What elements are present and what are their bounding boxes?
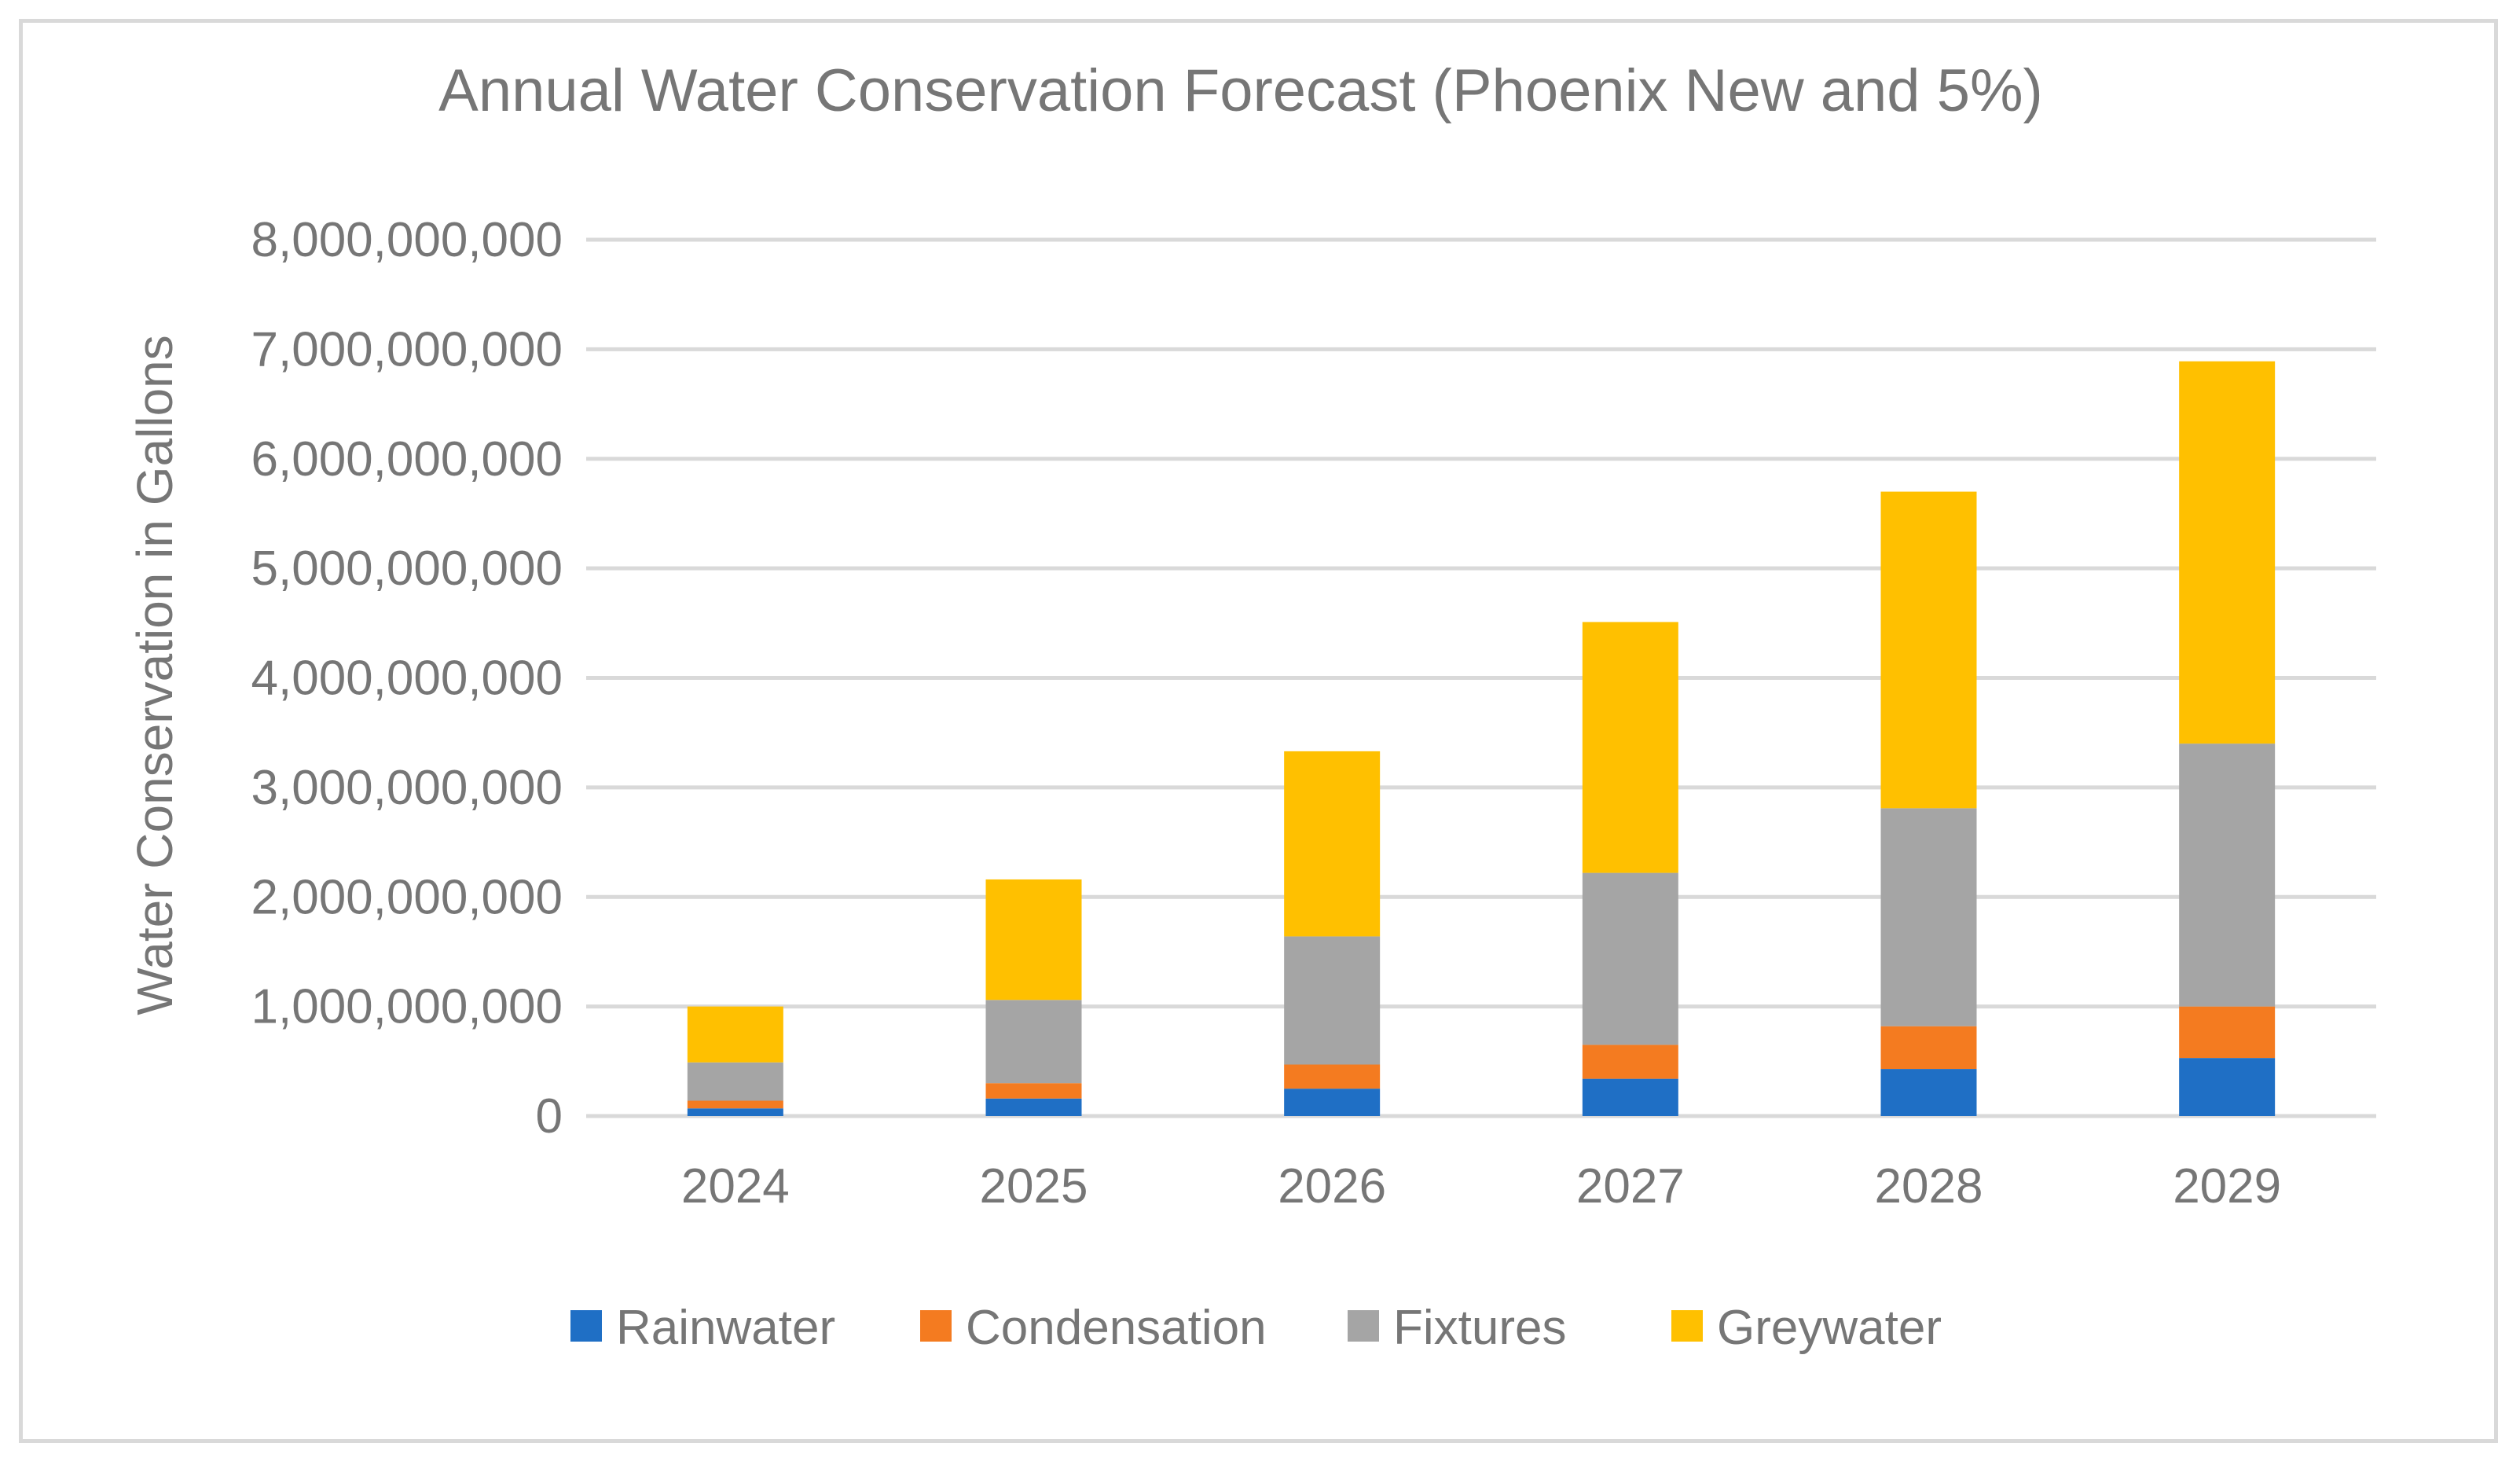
y-tick-label: 7,000,000,000 <box>251 322 563 376</box>
bar-rainwater-2026 <box>1284 1089 1381 1116</box>
legend-swatch <box>920 1310 952 1342</box>
legend-item-greywater: Greywater <box>1671 1301 1942 1355</box>
y-axis-ticks: 0 1,000,000,000 2,000,000,000 3,000,000,000… <box>251 213 563 1144</box>
bar-fixtures-2027 <box>1582 872 1678 1045</box>
bar-rainwater-2024 <box>687 1108 783 1116</box>
legend-item-condensation: Condensation <box>920 1301 1267 1355</box>
bar-layer <box>687 361 2276 1116</box>
bar-rainwater-2029 <box>2179 1058 2276 1116</box>
y-tick-label: 0 <box>536 1089 563 1144</box>
bar-rainwater-2025 <box>985 1098 1082 1116</box>
grid-layer <box>586 237 2376 1118</box>
y-tick-label: 8,000,000,000 <box>251 213 563 267</box>
legend-swatch <box>570 1310 602 1342</box>
chart-title: Annual Water Conservation Forecast (Phoe… <box>438 57 2043 124</box>
bar-greywater-2029 <box>2179 361 2276 744</box>
y-tick-label: 3,000,000,000 <box>251 761 563 815</box>
bar-fixtures-2025 <box>985 1000 1082 1084</box>
legend-item-rainwater: Rainwater <box>570 1301 835 1355</box>
legend-label: Rainwater <box>616 1301 835 1355</box>
y-tick-label: 4,000,000,000 <box>251 652 563 706</box>
x-axis-ticks: 2024 2025 2026 2027 2028 2029 <box>681 1159 2281 1213</box>
legend-label: Greywater <box>1717 1301 1942 1355</box>
bar-condensation-2026 <box>1284 1064 1381 1089</box>
legend-label: Condensation <box>966 1301 1267 1355</box>
chart-frame: Annual Water Conservation Forecast (Phoe… <box>19 19 2498 1443</box>
bar-greywater-2028 <box>1880 491 1977 809</box>
bar-greywater-2024 <box>687 1006 783 1063</box>
bar-rainwater-2028 <box>1880 1069 1977 1116</box>
bar-greywater-2026 <box>1284 751 1381 937</box>
x-tick-label: 2024 <box>681 1159 790 1213</box>
legend: Rainwater Condensation Fixtures Greywater <box>570 1301 1942 1355</box>
legend-swatch <box>1671 1310 1703 1342</box>
y-tick-label: 2,000,000,000 <box>251 870 563 924</box>
bar-fixtures-2024 <box>687 1062 783 1101</box>
bar-condensation-2029 <box>2179 1006 2276 1059</box>
chart-canvas: Annual Water Conservation Forecast (Phoe… <box>127 57 2376 1355</box>
bar-condensation-2025 <box>985 1083 1082 1099</box>
bar-rainwater-2027 <box>1582 1078 1678 1116</box>
bar-fixtures-2026 <box>1284 936 1381 1065</box>
x-tick-label: 2029 <box>2173 1159 2281 1213</box>
bar-condensation-2024 <box>687 1100 783 1109</box>
legend-label: Fixtures <box>1393 1301 1566 1355</box>
x-tick-label: 2028 <box>1875 1159 1983 1213</box>
x-tick-label: 2027 <box>1576 1159 1685 1213</box>
y-tick-label: 1,000,000,000 <box>251 980 563 1034</box>
bar-greywater-2027 <box>1582 622 1678 873</box>
x-tick-label: 2025 <box>980 1159 1088 1213</box>
y-tick-label: 6,000,000,000 <box>251 432 563 486</box>
bar-condensation-2027 <box>1582 1045 1678 1079</box>
bar-condensation-2028 <box>1880 1026 1977 1070</box>
y-axis-label: Water Conservation in Gallons <box>127 335 183 1015</box>
x-tick-label: 2026 <box>1278 1159 1386 1213</box>
y-tick-label: 5,000,000,000 <box>251 542 563 596</box>
legend-item-fixtures: Fixtures <box>1348 1301 1566 1355</box>
bar-fixtures-2028 <box>1880 808 1977 1026</box>
bar-greywater-2025 <box>985 879 1082 1001</box>
legend-swatch <box>1348 1310 1379 1342</box>
bar-fixtures-2029 <box>2179 744 2276 1007</box>
